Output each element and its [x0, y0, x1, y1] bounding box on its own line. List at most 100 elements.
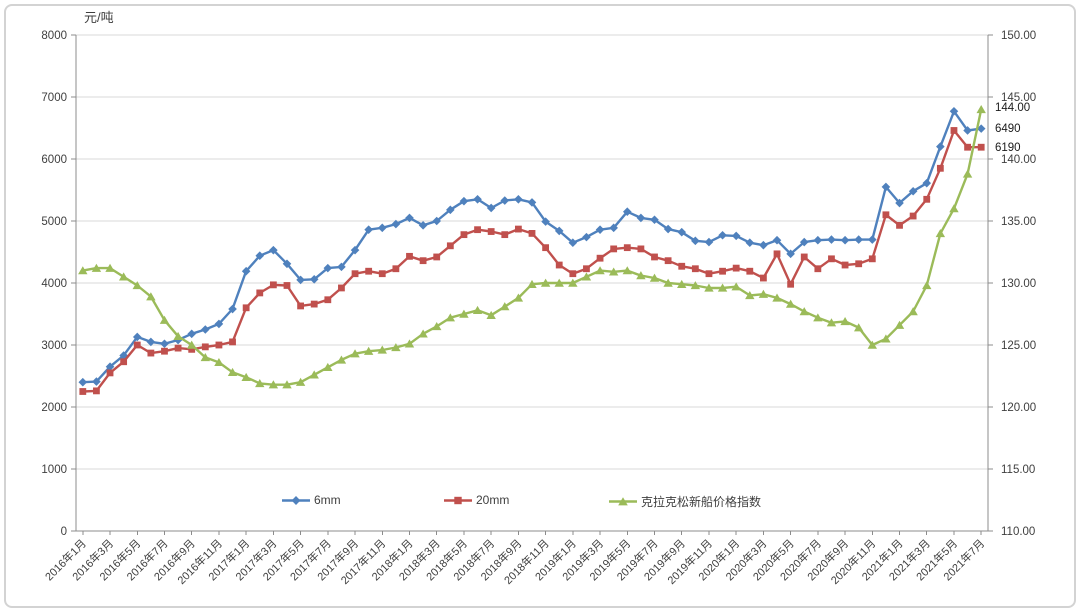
data-point-marker-triangle — [187, 340, 197, 349]
data-point-marker-triangle — [949, 204, 959, 213]
y-axis-title: 元/吨 — [84, 10, 114, 25]
data-point-marker-diamond — [255, 251, 265, 261]
series-line-6mm — [81, 110, 983, 384]
data-point-marker-diamond — [269, 245, 278, 255]
data-point-marker-triangle — [540, 278, 551, 287]
legend-item-20mm[interactable]: 20mm — [443, 493, 509, 507]
legend-item-clarkson-index[interactable]: 克拉克松新船价格指数 — [608, 493, 761, 510]
data-point-marker-diamond — [78, 377, 88, 387]
data-point-marker-square — [79, 388, 87, 395]
data-point-marker-square — [691, 265, 699, 273]
data-point-marker-diamond — [486, 203, 496, 213]
data-point-marker-triangle — [799, 307, 809, 316]
data-point-marker-square — [120, 358, 128, 366]
data-point-marker-triangle — [200, 353, 211, 362]
data-point-marker-square — [882, 211, 890, 219]
data-point-marker-diamond — [963, 126, 972, 135]
data-point-marker-diamond — [473, 195, 482, 204]
left-axis-tick-label: 0 — [61, 526, 67, 538]
data-point-marker-triangle — [527, 279, 537, 288]
data-point-marker-square — [378, 270, 386, 278]
line-square-marker-icon — [444, 496, 472, 504]
data-point-marker-diamond — [813, 235, 823, 245]
data-point-marker-triangle — [976, 105, 986, 114]
data-point-marker-square — [964, 143, 971, 151]
data-point-marker-diamond — [173, 335, 183, 345]
data-point-marker-square — [419, 257, 427, 265]
data-point-marker-diamond — [718, 230, 727, 240]
data-point-marker-square — [732, 264, 740, 272]
data-point-marker-diamond — [582, 232, 591, 242]
data-point-marker-diamond — [92, 377, 101, 386]
data-point-marker-diamond — [650, 215, 659, 225]
legend-item-6mm[interactable]: 6mm — [281, 493, 341, 507]
data-point-marker-square — [324, 296, 332, 304]
data-point-marker-square — [855, 260, 863, 268]
data-point-marker-square — [460, 231, 468, 239]
data-point-marker-square — [242, 304, 250, 312]
data-point-marker-triangle — [568, 278, 578, 287]
data-point-marker-diamond — [677, 227, 687, 237]
legend-label-20mm: 20mm — [476, 493, 510, 507]
right-axis-tick-label: 120.00 — [1001, 402, 1036, 414]
data-point-marker-triangle — [826, 318, 837, 327]
data-point-marker-triangle — [935, 229, 946, 238]
data-point-marker-diamond — [772, 235, 782, 245]
data-point-marker-diamond — [759, 240, 768, 250]
right-axis-tick-label: 125.00 — [1001, 340, 1036, 352]
data-point-marker-square — [746, 267, 754, 275]
data-point-marker-triangle — [853, 323, 864, 332]
data-point-marker-diamond — [949, 106, 959, 116]
legend-diamond — [291, 495, 301, 505]
data-point-marker-diamond — [786, 249, 795, 259]
data-point-marker-square — [936, 164, 944, 172]
data-point-marker-diamond — [187, 329, 197, 339]
data-point-marker-diamond — [201, 325, 210, 334]
data-point-marker-triangle — [105, 263, 115, 272]
data-point-marker-triangle — [309, 370, 319, 379]
data-point-marker-diamond — [595, 225, 605, 234]
data-point-marker-triangle — [350, 349, 360, 358]
right-axis-tick-label: 150.00 — [1001, 30, 1036, 42]
right-axis-tick-label: 145.00 — [1001, 92, 1036, 104]
right-axis-tick-label: 130.00 — [1001, 278, 1036, 290]
data-point-marker-square — [297, 302, 304, 310]
data-point-marker-triangle — [772, 293, 782, 302]
data-point-marker-triangle — [241, 372, 251, 381]
data-point-marker-triangle — [486, 310, 496, 319]
data-point-marker-square — [161, 347, 168, 355]
data-point-marker-square — [147, 349, 155, 357]
data-point-marker-triangle — [581, 272, 592, 281]
data-point-marker-triangle — [500, 302, 510, 311]
data-point-marker-diamond — [568, 238, 578, 247]
data-point-marker-triangle — [118, 272, 129, 281]
data-point-marker-triangle — [78, 266, 88, 275]
left-axis-tick-label: 1000 — [41, 464, 67, 476]
data-point-marker-square — [896, 221, 903, 229]
data-point-marker-square — [760, 274, 767, 282]
data-point-marker-triangle — [677, 279, 687, 288]
left-axis-tick-label: 2000 — [41, 402, 67, 414]
data-point-marker-triangle — [908, 307, 918, 316]
data-point-marker-diamond — [854, 235, 863, 244]
data-point-marker-diamond — [636, 213, 646, 223]
data-point-marker-square — [610, 245, 618, 253]
series-line-20mm — [81, 129, 983, 393]
data-point-marker-diamond — [337, 262, 346, 272]
data-point-marker-square — [406, 252, 413, 260]
data-point-marker-square — [514, 225, 522, 233]
data-point-marker-diamond — [881, 182, 891, 192]
data-point-marker-triangle — [595, 266, 605, 275]
data-point-marker-triangle — [758, 289, 769, 298]
data-point-marker-diamond — [663, 224, 673, 234]
data-point-marker-diamond — [867, 235, 877, 244]
data-point-marker-triangle — [282, 380, 292, 389]
data-point-marker-triangle — [690, 281, 701, 290]
data-point-marker-square — [800, 253, 808, 261]
line-diamond-marker-icon — [282, 495, 310, 505]
data-point-marker-square — [474, 226, 481, 234]
data-point-marker-triangle — [432, 322, 442, 331]
data-point-marker-diamond — [160, 339, 169, 349]
data-point-marker-triangle — [445, 313, 456, 322]
